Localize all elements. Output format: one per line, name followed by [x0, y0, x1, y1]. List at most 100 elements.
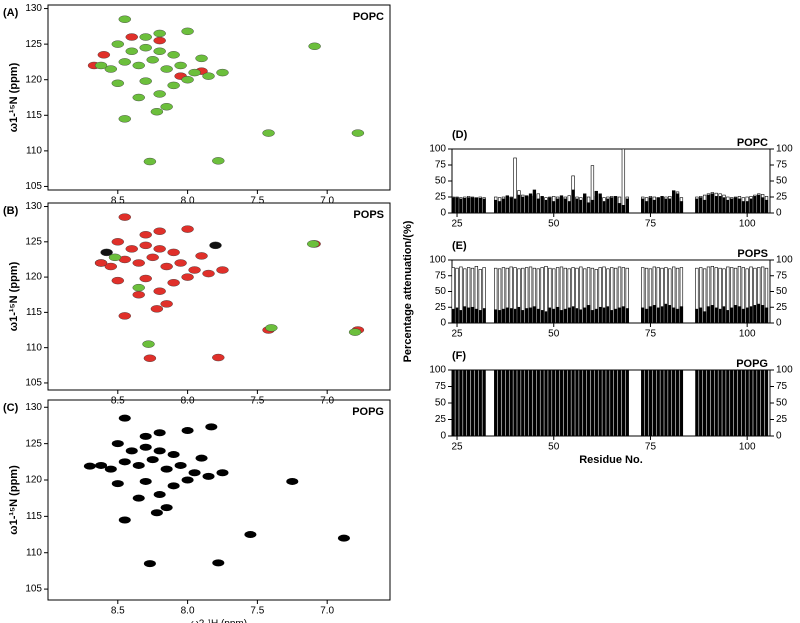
bar: [753, 305, 757, 324]
peak: [100, 248, 113, 257]
bar: [702, 199, 707, 214]
peak: [174, 259, 187, 267]
bar: [559, 195, 564, 214]
bar: [644, 369, 649, 437]
y-tick-label-right: 50: [776, 286, 788, 297]
x-tick-label: 7.0: [320, 196, 334, 207]
peak: [153, 287, 166, 295]
bar: [470, 197, 475, 214]
x-tick-label: 50: [548, 219, 560, 230]
bar: [470, 369, 475, 437]
bar: [482, 308, 486, 324]
bar: [710, 193, 715, 214]
bar: [722, 197, 726, 214]
peak: [132, 461, 145, 469]
y-tick-label: 110: [26, 547, 42, 558]
y-tick-label: 50: [435, 398, 447, 409]
y-tick-label: 105: [25, 584, 42, 595]
bar: [494, 309, 498, 324]
bar: [509, 369, 513, 437]
peak: [209, 241, 222, 250]
y-axis-label: Percentage attenuation/(%): [402, 220, 414, 362]
bar: [583, 193, 587, 214]
bar: [714, 196, 718, 214]
bar: [583, 307, 587, 324]
peak: [153, 491, 166, 499]
bar: [749, 369, 753, 437]
panel-label: (F): [452, 350, 466, 362]
bar: [559, 310, 564, 324]
bar: [757, 303, 761, 324]
peak: [150, 108, 164, 116]
y-tick-label: 25: [435, 192, 447, 203]
bar: [625, 369, 629, 437]
bar: [501, 198, 506, 214]
peak: [308, 42, 321, 50]
bar: [610, 369, 614, 437]
peak: [118, 516, 131, 524]
y-tick-label: 25: [435, 302, 447, 313]
bar: [730, 307, 734, 324]
bar: [764, 369, 769, 437]
bar: [741, 201, 745, 214]
x-axis-label: ω2-¹H (ppm): [191, 619, 247, 623]
peak: [202, 269, 215, 278]
y-tick-label: 125: [25, 236, 42, 247]
bar: [617, 369, 622, 437]
bar: [652, 369, 656, 437]
bar: [559, 369, 564, 437]
bar: [699, 197, 703, 214]
peak: [153, 447, 166, 455]
peak: [195, 54, 208, 63]
peak: [139, 274, 152, 283]
y-tick-label: 100: [429, 365, 446, 376]
panel-label: (B): [3, 205, 19, 217]
bar: [726, 369, 730, 437]
bar: [474, 197, 479, 214]
peak: [118, 58, 131, 66]
peak: [188, 266, 201, 274]
bar: [726, 310, 730, 324]
bar: [722, 369, 726, 437]
bar: [679, 201, 684, 214]
x-tick-label: 8.0: [181, 606, 195, 617]
bar: [544, 369, 548, 437]
peak: [160, 103, 173, 111]
x-tick-label: 7.5: [250, 606, 264, 617]
bar: [540, 196, 544, 214]
bar: [710, 369, 715, 437]
peak: [104, 465, 117, 473]
peak: [153, 36, 166, 45]
y-axis-label: ω1-¹⁵N (ppm): [8, 62, 20, 132]
peak: [146, 253, 159, 262]
y-tick-label: 130: [25, 201, 42, 212]
bar: [730, 198, 734, 214]
bar: [753, 196, 757, 214]
x-tick-label: 50: [548, 442, 560, 453]
bar: [757, 194, 761, 214]
peak: [139, 241, 152, 250]
bar: [656, 369, 660, 437]
x-tick-label: 100: [739, 329, 756, 340]
bar: [598, 306, 602, 324]
bar: [513, 369, 517, 437]
bar: [544, 311, 548, 324]
peak: [111, 40, 124, 48]
peak: [139, 33, 152, 41]
x-tick-label: 25: [451, 219, 463, 230]
bar: [660, 369, 664, 437]
y-tick-label: 130: [25, 3, 42, 14]
bar: [679, 369, 684, 437]
peak: [95, 461, 108, 469]
peak: [216, 469, 229, 477]
bar: [648, 197, 653, 214]
bar: [737, 369, 742, 437]
bar: [463, 369, 467, 437]
bar: [733, 305, 738, 324]
bar: [548, 197, 552, 214]
peak: [188, 68, 201, 77]
bar: [505, 307, 509, 324]
y-tick-label: 125: [25, 39, 42, 50]
bar: [466, 307, 471, 324]
peak: [174, 461, 187, 469]
